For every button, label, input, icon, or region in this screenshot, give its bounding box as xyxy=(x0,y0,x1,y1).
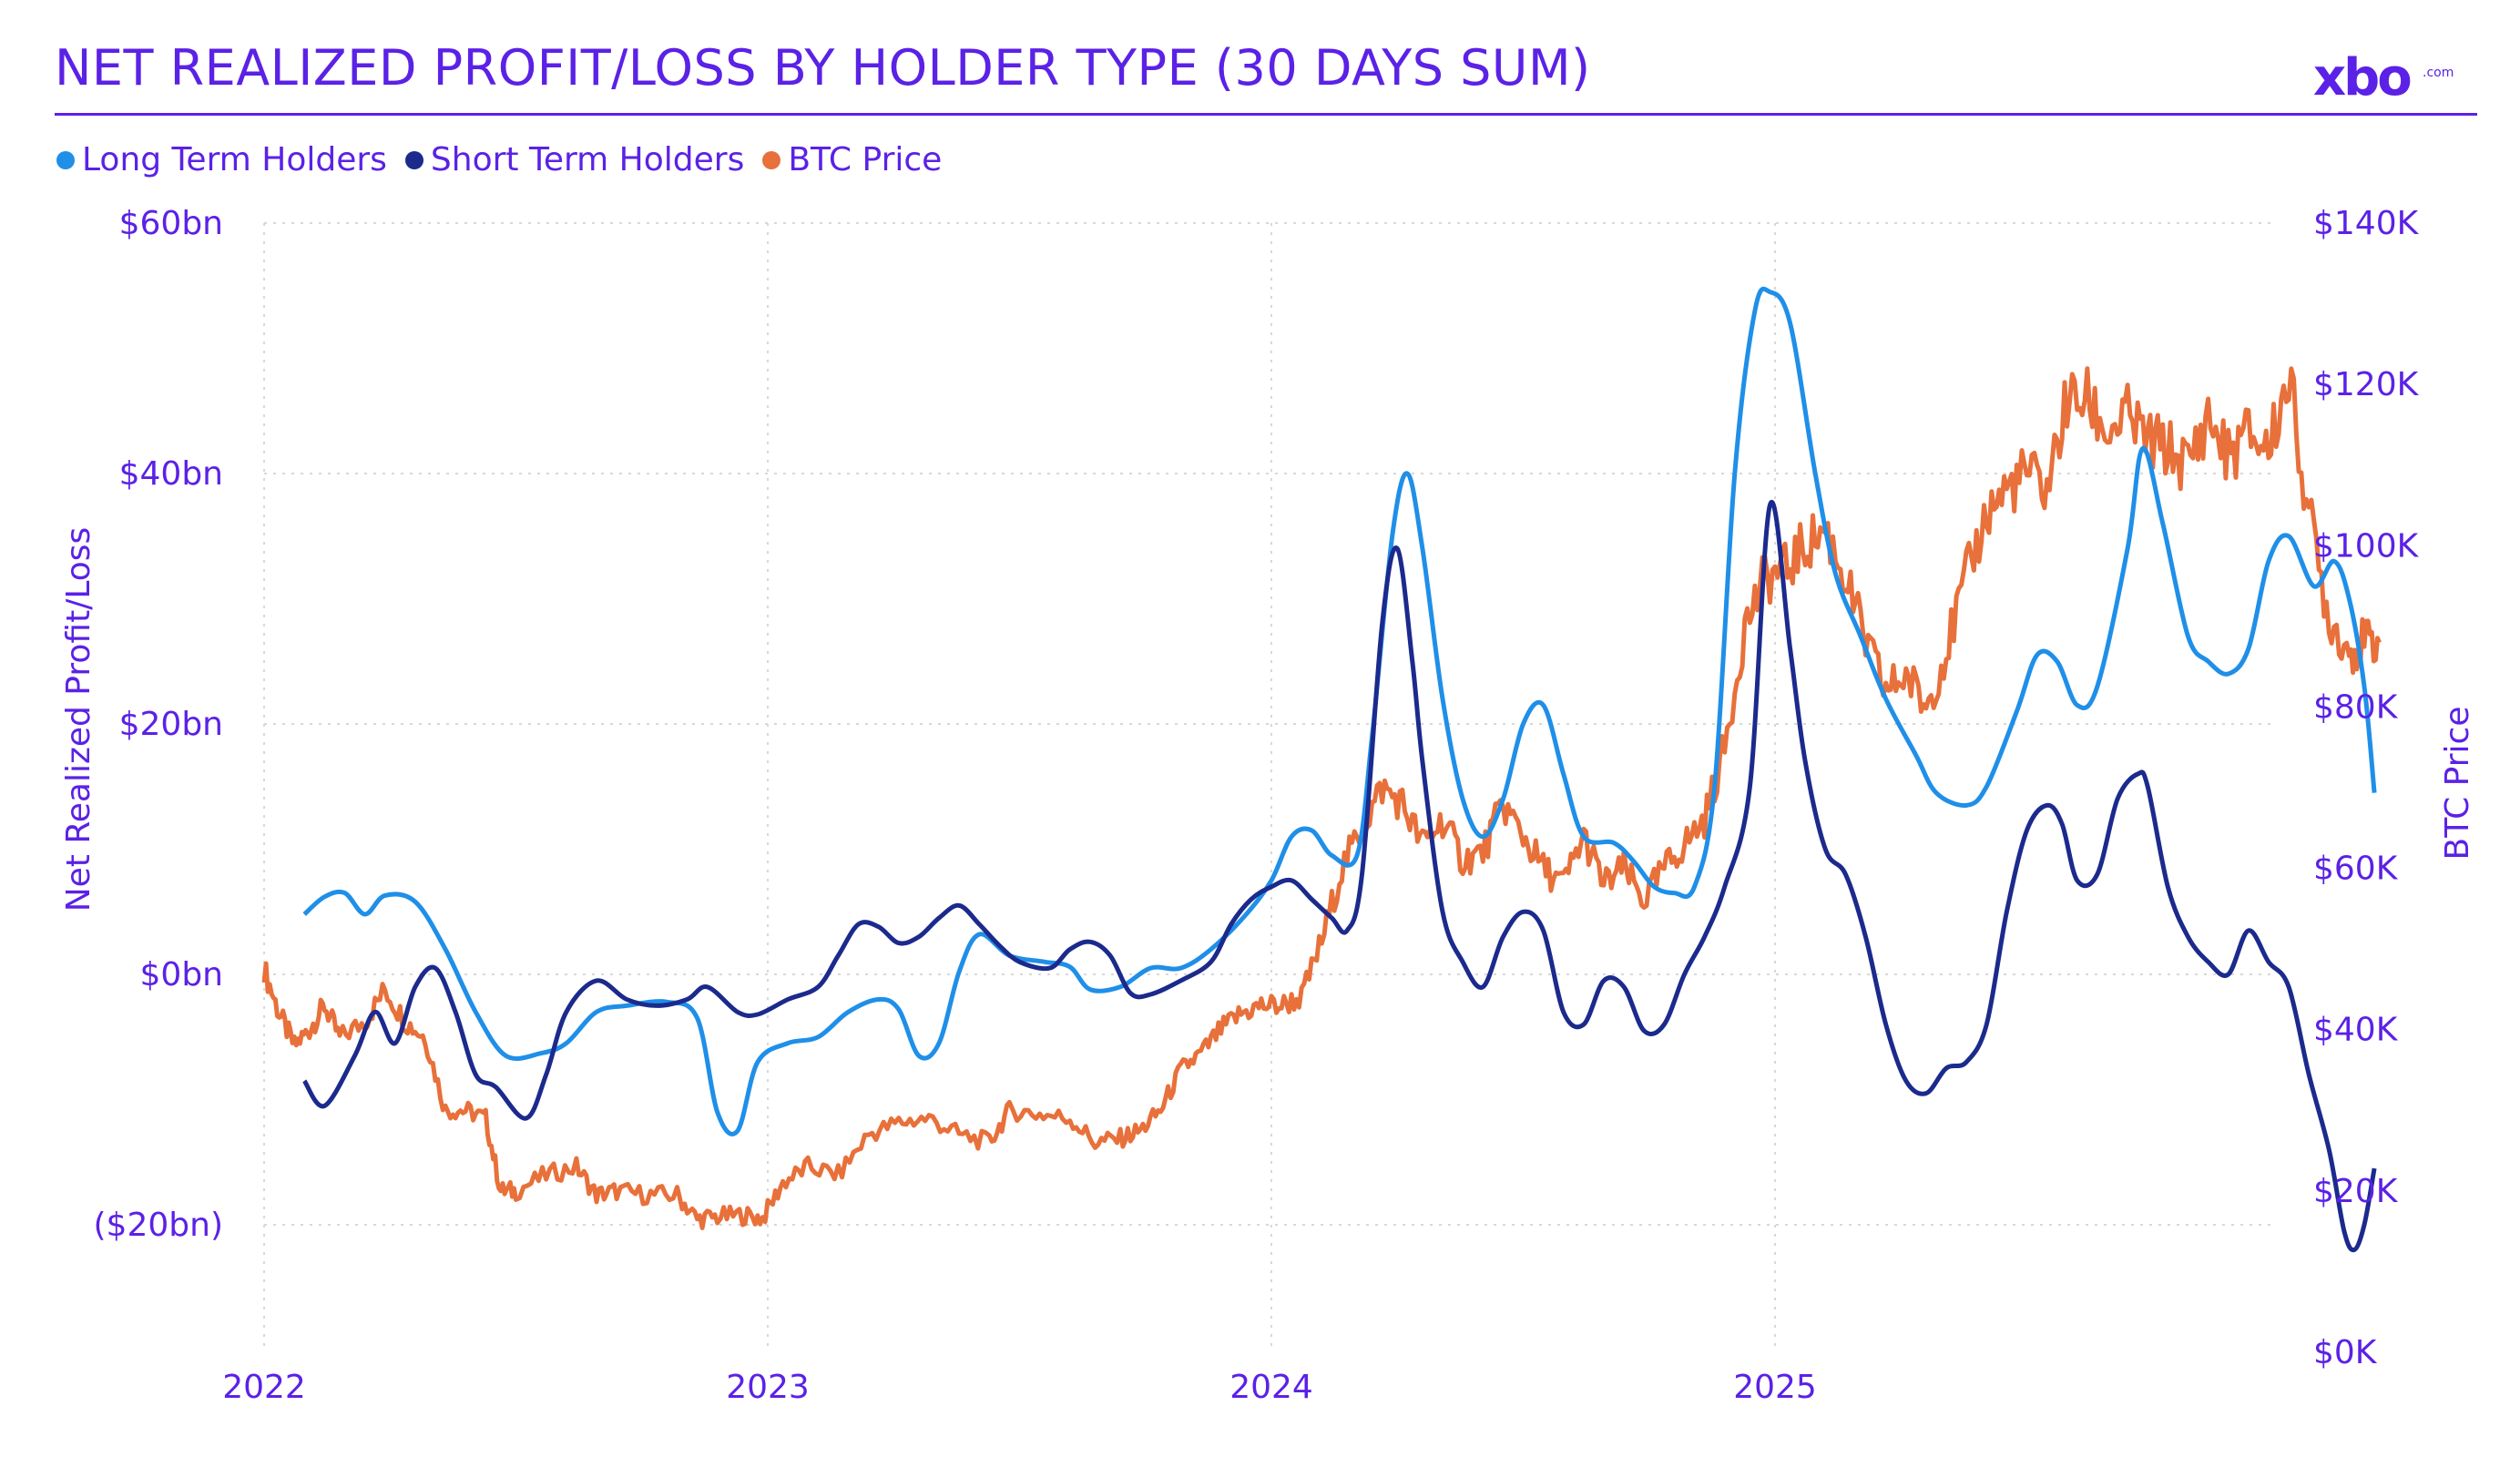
left-axis-label: Net Realized Profit/Loss xyxy=(60,527,97,912)
legend-label-btc: BTC Price xyxy=(788,141,943,178)
xbo-logo-suffix: .com xyxy=(2423,66,2454,80)
series-line-short-term-holders xyxy=(302,499,2377,1253)
y-tick-label-left: $40bn xyxy=(119,455,223,493)
xbo-logo: xbo xyxy=(2313,48,2413,107)
legend-item-sth: Short Term Holders xyxy=(404,141,745,178)
x-tick-label: 2023 xyxy=(726,1369,810,1406)
axis-layer: Net Realized Profit/Loss BTC Price $60bn… xyxy=(60,205,2476,1406)
x-tick-label: 2025 xyxy=(1733,1369,1817,1406)
legend-item-lth: Long Term Holders xyxy=(56,144,387,177)
legend-dot-lth xyxy=(56,151,75,169)
legend-dot-btc xyxy=(762,151,781,169)
y-tick-label-right: $120K xyxy=(2313,366,2420,403)
y-tick-label-left: $20bn xyxy=(119,706,223,743)
y-tick-label-right: $40K xyxy=(2313,1012,2399,1049)
y-tick-label-left: ($20bn) xyxy=(94,1207,223,1244)
legend-dot-sth xyxy=(404,151,423,169)
y-tick-label-left: $60bn xyxy=(119,205,223,242)
legend-item-btc: BTC Price xyxy=(762,144,942,177)
series-layer xyxy=(261,286,2382,1253)
chart-title: NET REALIZED PROFIT/LOSS BY HOLDER TYPE … xyxy=(55,39,1591,97)
y-tick-label-right: $0K xyxy=(2313,1334,2378,1371)
chart-legend: Long Term Holders Short Term Holders BTC… xyxy=(56,144,942,177)
y-tick-label-right: $140K xyxy=(2313,205,2420,242)
y-tick-label-right: $80K xyxy=(2313,688,2399,726)
grid-layer xyxy=(263,222,2277,1352)
y-tick-label-right: $60K xyxy=(2313,851,2399,888)
legend-label-sth: Short Term Holders xyxy=(430,141,745,178)
legend-label-lth: Long Term Holders xyxy=(82,141,387,178)
series-line-long-term-holders xyxy=(302,286,2377,1136)
y-tick-label-right: $20K xyxy=(2313,1173,2399,1210)
x-tick-label: 2024 xyxy=(1229,1369,1313,1406)
series-line-btc-price xyxy=(261,366,2382,1230)
title-divider xyxy=(55,113,2477,116)
x-tick-label: 2022 xyxy=(222,1369,306,1406)
y-tick-label-left: $0bn xyxy=(140,956,223,993)
y-tick-label-right: $100K xyxy=(2313,527,2420,565)
right-axis-label: BTC Price xyxy=(2439,707,2476,861)
